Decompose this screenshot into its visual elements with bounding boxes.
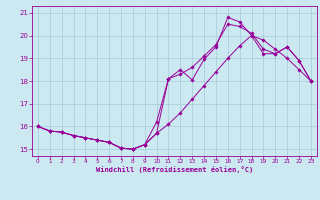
X-axis label: Windchill (Refroidissement éolien,°C): Windchill (Refroidissement éolien,°C) [96, 166, 253, 173]
